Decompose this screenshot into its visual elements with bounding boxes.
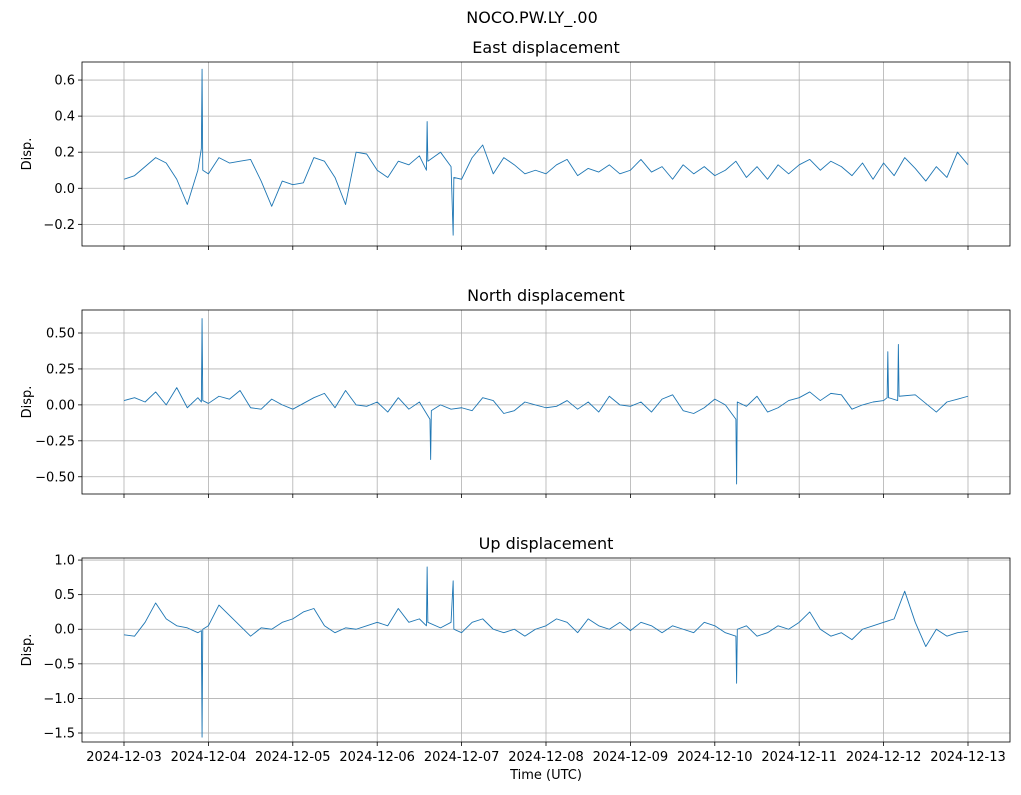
x-tick-label: 2024-12-03 <box>86 750 162 765</box>
x-tick-label: 2024-12-08 <box>508 750 584 765</box>
y-tick-label: 0.00 <box>46 398 75 413</box>
y-tick-label: −0.5 <box>43 657 75 672</box>
y-tick-label: 0.5 <box>54 588 75 603</box>
y-tick-label: −0.25 <box>35 434 75 449</box>
panel-2: −0.50 −0.25 0.00 0.25 0.50 North displacement… <box>20 286 1011 498</box>
y-axis-label: Disp. <box>20 386 35 419</box>
figure-suptitle: NOCO.PW.LY_.00 <box>466 8 598 28</box>
x-tick-label: 2024-12-12 <box>846 750 922 765</box>
x-tick-label: 2024-12-04 <box>171 750 247 765</box>
y-tick-label: −1.0 <box>43 692 75 707</box>
x-axis-label: Time (UTC) <box>509 768 582 783</box>
x-tick-label: 2024-12-06 <box>339 750 415 765</box>
y-tick-label: −1.5 <box>43 727 75 742</box>
y-tick-label: 0.0 <box>54 182 75 197</box>
y-tick-label: 0.2 <box>54 146 75 161</box>
x-tick-label: 2024-12-05 <box>255 750 331 765</box>
y-tick-label: −0.50 <box>35 470 75 485</box>
series-line <box>123 68 969 236</box>
panel-title: Up displacement <box>479 534 614 553</box>
y-axis-label: Disp. <box>20 138 35 171</box>
series-line <box>123 318 969 485</box>
y-tick-label: 1.0 <box>54 554 75 569</box>
x-tick-label: 2024-12-09 <box>593 750 669 765</box>
y-tick-label: 0.4 <box>54 110 75 125</box>
y-axis-label: Disp. <box>20 634 35 667</box>
y-tick-label: 0.6 <box>54 74 75 89</box>
series-line <box>123 566 969 738</box>
x-tick-label: 2024-12-11 <box>761 750 837 765</box>
x-tick-label: 2024-12-13 <box>930 750 1006 765</box>
y-tick-label: 0.0 <box>54 623 75 638</box>
x-tick-label: 2024-12-10 <box>677 750 753 765</box>
panel-1: −0.2 0.0 0.2 0.4 0.6 East displacement Disp. <box>20 38 1011 250</box>
panel-title: North displacement <box>467 286 625 305</box>
panel-title: East displacement <box>472 38 619 57</box>
panel-3: −1.5 −1.0 −0.5 0.0 0.5 1.0 2024-12-03 2024-12-0… <box>20 534 1011 783</box>
y-tick-label: 0.25 <box>46 362 75 377</box>
y-tick-label: −0.2 <box>43 218 75 233</box>
y-tick-label: 0.50 <box>46 327 75 342</box>
x-tick-label: 2024-12-07 <box>424 750 500 765</box>
